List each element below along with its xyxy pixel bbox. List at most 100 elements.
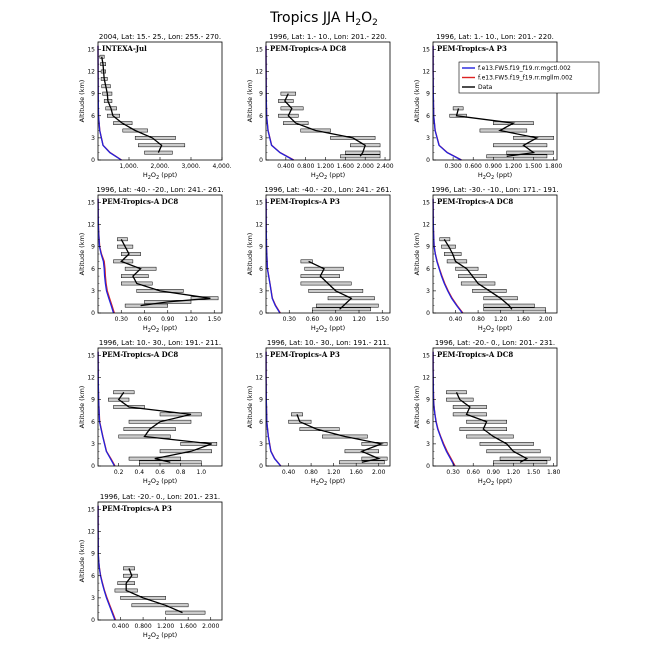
- x-axis-label: H2O2 (ppt): [311, 171, 345, 181]
- series-line-mgllm: [265, 45, 295, 161]
- x-tick-label: 1.50: [208, 316, 222, 323]
- series-line-mgllm: [97, 351, 116, 467]
- y-tick-label: 15: [87, 506, 95, 513]
- y-tick-label: 12: [87, 375, 95, 382]
- panel-5: 1996, Lat: -40.- -20., Lon: 241.- 261. PE…: [246, 186, 392, 334]
- y-tick-label: 9: [91, 397, 95, 404]
- y-tick-label: 0: [426, 463, 430, 470]
- y-tick-label: 6: [91, 419, 95, 426]
- x-tick-label: 1.20: [507, 469, 521, 476]
- panel-header: 1996, Lat: 10.- 30., Lon: 191.- 211.: [99, 339, 221, 347]
- series-line-mgllm: [97, 505, 117, 621]
- legend: f.e13.FW5.f19_f19.rr.mgctl.002 f.e13.FW5.…: [458, 61, 600, 94]
- panel-header: 2004, Lat: 15.- 25., Lon: 255.- 270.: [99, 33, 221, 41]
- y-tick-label: 15: [422, 352, 430, 359]
- series-line-data: [284, 93, 366, 157]
- y-tick-label: 9: [426, 244, 430, 251]
- x-tick-label: 2.00: [539, 316, 553, 323]
- error-bar: [299, 427, 340, 431]
- series-line-data: [101, 56, 163, 153]
- panel-10: 1996, Lat: -20.- 0., Lon: 201.- 231. PEM-…: [78, 493, 223, 641]
- x-tick-label: 2.400: [376, 163, 393, 170]
- y-tick-label: 15: [255, 46, 263, 53]
- y-tick-label: 3: [426, 288, 430, 295]
- x-tick-label: 0.900: [485, 163, 502, 170]
- error-bar: [466, 434, 514, 439]
- series-line-data: [120, 238, 211, 307]
- series-line-mgllm: [97, 198, 115, 314]
- plot-frame: [265, 194, 391, 314]
- series-line-data: [308, 260, 353, 310]
- y-tick-label: 6: [91, 266, 95, 273]
- error-bar: [165, 610, 206, 615]
- x-tick-label: 1.600: [180, 623, 197, 630]
- y-tick-label: 9: [91, 244, 95, 251]
- y-tick-label: 15: [422, 46, 430, 53]
- series-line-mgctl: [432, 198, 463, 314]
- x-tick-label: 0.90: [329, 316, 343, 323]
- y-tick-label: 0: [91, 310, 95, 317]
- y-tick-label: 9: [91, 551, 95, 558]
- panel-header: 1996, Lat: -20.- 0., Lon: 201.- 231.: [100, 493, 220, 501]
- panel-inner-title: PEM-Tropics-A P3: [102, 504, 172, 513]
- panel-header: 1996, Lat: -30.- -10., Lon: 171.- 191.: [431, 186, 558, 194]
- x-tick-label: 0.80: [471, 316, 485, 323]
- series-line-mgctl: [265, 351, 282, 467]
- y-tick-label: 12: [422, 222, 430, 229]
- panel-2: 1996, Lat: 1.- 10., Lon: 201.- 220. PEM-T…: [246, 33, 394, 181]
- panel-header: 1996, Lat: 10.- 30., Lon: 191.- 211.: [267, 339, 389, 347]
- x-tick-label: 1.20: [327, 469, 341, 476]
- panel-header: 1996, Lat: -20.- 0., Lon: 201.- 231.: [435, 339, 555, 347]
- series-line-mgctl: [432, 45, 462, 161]
- y-axis-label: Altitude (km): [246, 80, 254, 123]
- x-tick-label: 0.40: [282, 469, 296, 476]
- x-tick-label: 0.80: [304, 469, 318, 476]
- x-tick-label: 2.000: [202, 623, 219, 630]
- panel-9: 1996, Lat: -20.- 0., Lon: 201.- 231. PEM-…: [413, 339, 561, 487]
- x-axis-label: H2O2 (ppt): [143, 631, 177, 641]
- panel-header: 1996, Lat: 1.- 10., Lon: 201.- 220.: [269, 33, 387, 41]
- y-tick-label: 9: [426, 397, 430, 404]
- panel-inner-title: PEM-Tropics-A P3: [437, 44, 507, 53]
- y-tick-label: 15: [87, 352, 95, 359]
- y-tick-label: 3: [91, 288, 95, 295]
- error-bar: [124, 303, 168, 308]
- x-tick-label: 0.800: [134, 623, 151, 630]
- y-tick-label: 12: [422, 69, 430, 76]
- y-tick-label: 0: [91, 617, 95, 624]
- panel-4: 1996, Lat: -40.- -20., Lon: 241.- 261. PE…: [78, 186, 224, 334]
- y-axis-label: Altitude (km): [78, 540, 86, 583]
- x-tick-label: 0.300: [445, 163, 462, 170]
- legend-entry: f.e13.FW5.f19_f19.rr.mgctl.002: [478, 65, 571, 72]
- error-bar: [139, 460, 202, 465]
- error-bar: [316, 303, 379, 308]
- x-tick-label: 1.50: [527, 469, 541, 476]
- series-line-data: [125, 568, 183, 614]
- error-bar: [300, 259, 313, 264]
- y-tick-label: 3: [426, 135, 430, 142]
- panel-header: 1996, Lat: 1.- 10., Lon: 201.- 220.: [436, 33, 554, 41]
- y-axis-label: Altitude (km): [78, 233, 86, 276]
- x-tick-label: 0.60: [467, 469, 481, 476]
- x-tick-label: 1.60: [350, 469, 364, 476]
- panels: 2004, Lat: 15.- 25., Lon: 255.- 270. INTE…: [78, 33, 600, 641]
- y-tick-label: 15: [87, 199, 95, 206]
- series-line-data: [296, 414, 384, 463]
- y-tick-label: 12: [422, 375, 430, 382]
- panel-inner-title: PEM-Tropics-A DC8: [102, 197, 178, 206]
- series-line-mgctl: [97, 505, 116, 621]
- y-tick-label: 9: [259, 91, 263, 98]
- y-tick-label: 0: [259, 463, 263, 470]
- x-axis-label: H2O2 (ppt): [478, 324, 512, 334]
- y-tick-label: 0: [91, 157, 95, 164]
- y-axis-label: Altitude (km): [246, 233, 254, 276]
- series-line-data: [455, 108, 539, 157]
- y-tick-label: 12: [87, 222, 95, 229]
- y-tick-label: 12: [255, 375, 263, 382]
- panel-8: 1996, Lat: 10.- 30., Lon: 191.- 211. PEM-…: [246, 339, 391, 487]
- panel-3: 1996, Lat: 1.- 10., Lon: 201.- 220. PEM-T…: [413, 33, 562, 181]
- x-axis-label: H2O2 (ppt): [143, 171, 177, 181]
- x-tick-label: 1.600: [337, 163, 354, 170]
- x-tick-label: 1.200: [317, 163, 334, 170]
